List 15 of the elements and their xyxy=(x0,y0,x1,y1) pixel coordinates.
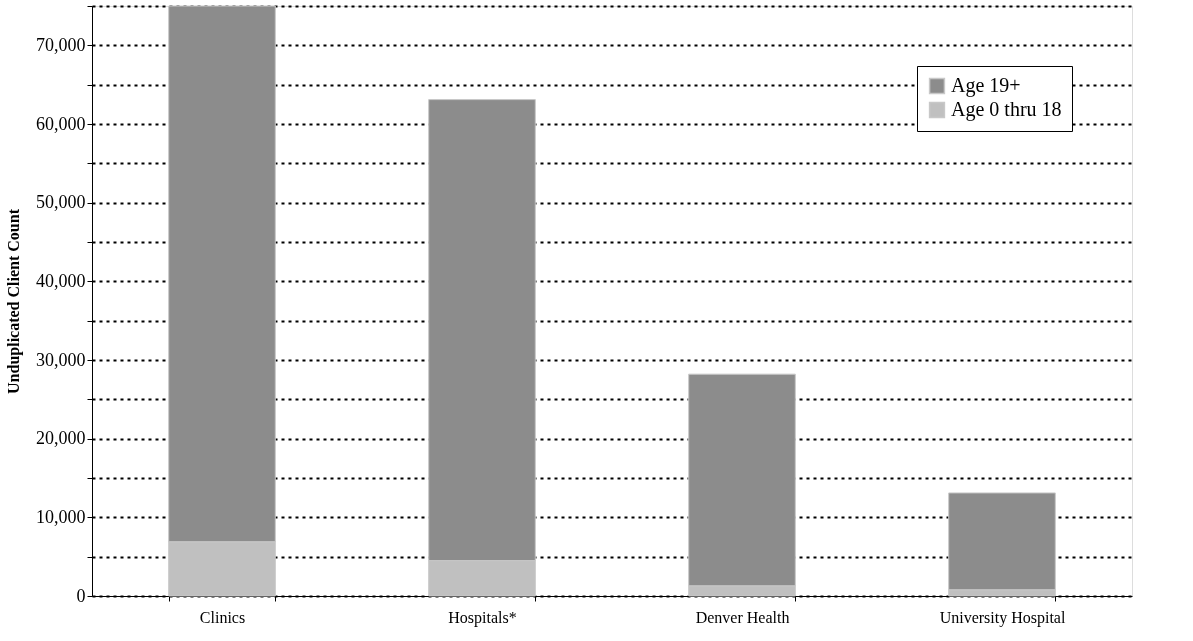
x-tick-label: Denver Health xyxy=(695,608,790,626)
x-tick-label: Clinics xyxy=(199,608,246,626)
y-tick-label: 60,000 xyxy=(36,113,86,134)
x-tick-label: Hospitals* xyxy=(448,608,517,627)
y-tick-label: 10,000 xyxy=(36,506,86,527)
legend-label: Age 19+ xyxy=(951,74,1021,97)
y-tick-label: 20,000 xyxy=(36,428,86,449)
legend-label: Age 0 thru 18 xyxy=(951,98,1062,121)
y-tick-label: 50,000 xyxy=(36,192,86,213)
y-tick-label: 0 xyxy=(76,585,86,606)
x-tick-label: University Hospital xyxy=(939,608,1066,627)
y-axis-title: Unduplicated Client Count xyxy=(5,208,23,394)
y-tick-label: 70,000 xyxy=(36,34,86,55)
y-tick-label: 30,000 xyxy=(36,349,86,370)
y-tick-label: 40,000 xyxy=(36,270,86,291)
